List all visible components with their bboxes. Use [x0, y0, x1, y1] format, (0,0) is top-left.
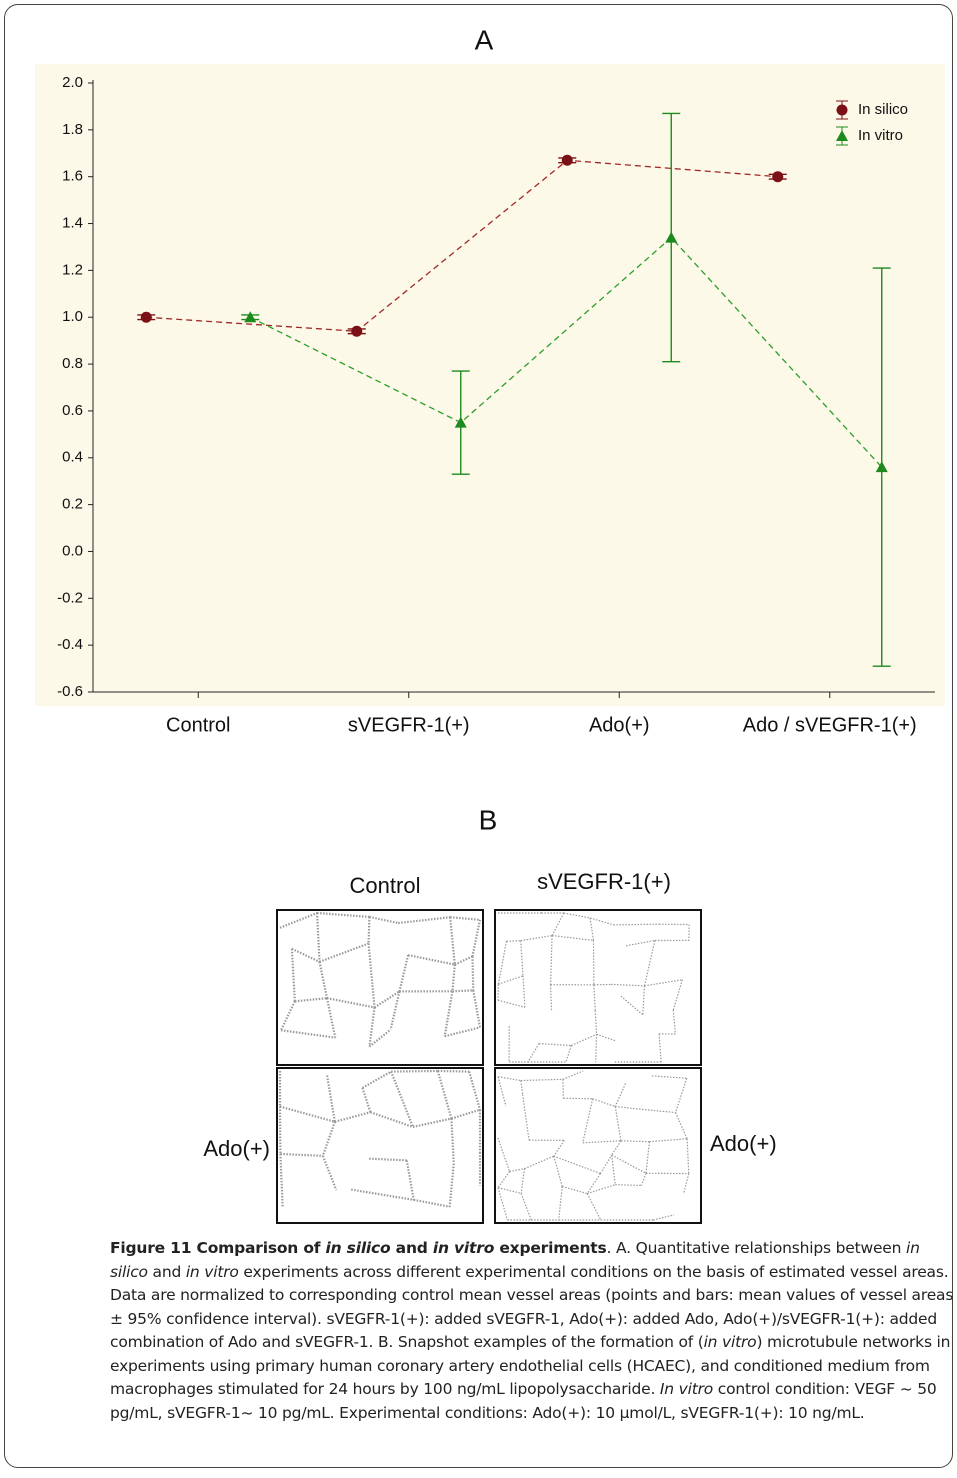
image-label: Ado(+) [203, 1136, 270, 1161]
y-tick-label: -0.6 [57, 683, 83, 700]
micrograph [494, 1067, 702, 1224]
y-tick-label: -0.2 [57, 589, 83, 606]
legend-label: In vitro [858, 127, 903, 144]
data-point [772, 171, 784, 183]
y-tick-label: 1.0 [62, 308, 83, 325]
y-tick-label: 0.0 [62, 542, 83, 559]
y-tick-label: 0.2 [62, 496, 83, 513]
caption-text: in silico [325, 1239, 391, 1257]
series-line [146, 159, 778, 332]
caption-text: in silico [110, 1239, 920, 1281]
x-tick-label: sVEGFR-1(+) [348, 714, 470, 736]
vessel-network [279, 911, 482, 1048]
y-tick-label: 0.6 [62, 402, 83, 419]
vessel-network [278, 1069, 482, 1208]
micrograph [276, 1067, 484, 1224]
plot-background [35, 64, 945, 706]
figure: A B Control sVEGFR-1(+) Ado(+) Ado(+) 2.… [35, 24, 945, 1224]
image-label: Ado(+) [710, 1131, 777, 1156]
y-tick-label: -0.4 [57, 636, 83, 653]
y-tick-label: 1.2 [62, 261, 83, 278]
y-tick-label: 1.8 [62, 121, 83, 138]
caption-text: in vitro [185, 1262, 239, 1281]
caption-text: ) microtubule networks in experiments us… [110, 1333, 951, 1398]
caption-text: and [390, 1239, 433, 1257]
data-point [665, 231, 678, 243]
image-label: sVEGFR-1(+) [537, 869, 671, 894]
y-tick-label: 1.4 [62, 215, 83, 232]
y-tick-label: 0.4 [62, 449, 83, 466]
image-label: Control [350, 873, 421, 898]
caption-text: experiments [494, 1239, 607, 1257]
figure-frame [4, 4, 953, 1468]
caption-text: in vitro [432, 1239, 495, 1257]
caption-text: experiments across different experimenta… [110, 1262, 954, 1352]
micrograph [494, 909, 702, 1066]
caption-text: control condition: VEGF ~ 50 pg/mL, sVEG… [110, 1380, 937, 1422]
data-point [454, 416, 467, 428]
caption: Figure 11 Comparison of in silico and in… [110, 1237, 955, 1425]
data-point [244, 311, 257, 323]
caption-text: and [147, 1262, 186, 1281]
x-tick-label: Ado / sVEGFR-1(+) [743, 714, 917, 736]
caption-text: in vitro [703, 1333, 757, 1351]
panel-title: B [479, 804, 498, 835]
caption-text: In vitro [659, 1380, 714, 1398]
y-tick-label: 1.6 [62, 168, 83, 185]
legend-label: In silico [858, 101, 908, 118]
legend-marker [836, 104, 848, 116]
micrographs [276, 909, 702, 1224]
y-tick-label: 0.8 [62, 355, 83, 372]
legend-marker [836, 130, 848, 141]
caption-text: . A. Quantitative relationships between [606, 1239, 906, 1257]
x-tick-label: Control [166, 714, 230, 736]
data-point [561, 154, 573, 166]
vessel-network [497, 912, 690, 1063]
data-point [875, 461, 888, 473]
y-tick-label: 2.0 [62, 74, 83, 91]
caption-text: Figure 11 Comparison of [110, 1239, 326, 1257]
data-point [351, 325, 363, 337]
panel-title: A [475, 24, 494, 55]
series-line [249, 236, 883, 468]
x-tick-label: Ado(+) [589, 714, 650, 736]
vessel-network [497, 1070, 690, 1221]
data-point [140, 311, 152, 323]
